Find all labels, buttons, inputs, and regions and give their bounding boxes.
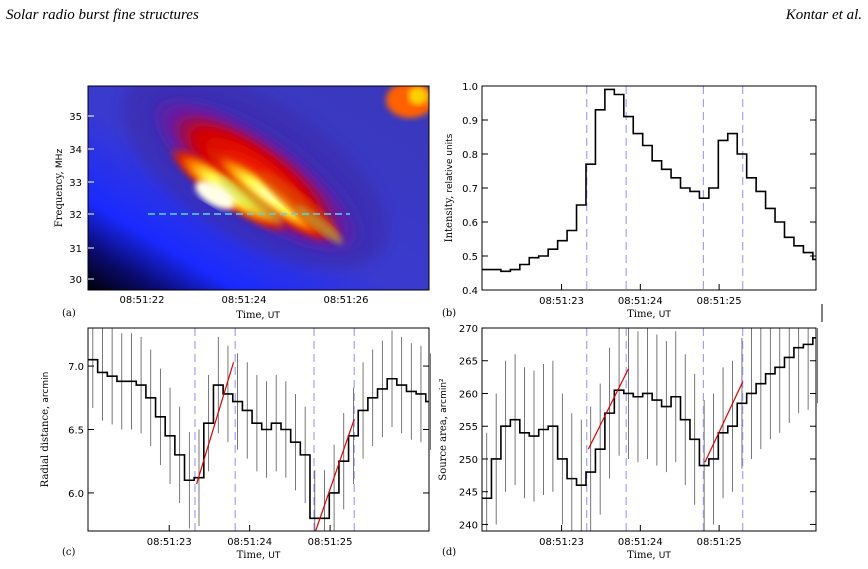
panel-b-ytick-label: 1.0 (462, 82, 478, 93)
panel-a-xtick-3: 08:51:26 (324, 295, 369, 306)
panel-b-intensity: 0.4 0.5 0.6 0.7 0.8 0.9 1.0 08:51:23 08:51:24 08:… (442, 82, 817, 320)
panel-a-xlabel: Time, UT (236, 310, 280, 321)
panel-b-ytick-label: 0.7 (462, 184, 478, 195)
panel-a-ytick-35: 35 (69, 112, 82, 123)
panel-d-ylabel: Source area, arcmin² (438, 378, 449, 481)
panel-c-linear-fit (315, 419, 355, 532)
panel-b-ytick-label: 0.4 (462, 286, 478, 297)
panel-d-ytick-label: 245 (459, 488, 478, 499)
panel-a-spectrogram: 30 31 32 33 34 35 08:51:22 08:51:24 08:5… (54, 85, 430, 321)
panel-b-ytick-label: 0.5 (462, 252, 478, 263)
panel-b-label: (b) (442, 308, 456, 319)
panel-a-xtick-2: 08:51:24 (222, 295, 267, 306)
panel-b-xtick-label: 08:51:24 (618, 296, 663, 307)
panel-a-ylabel: Frequency, MHz (54, 149, 65, 228)
panel-d-data-histogram (482, 337, 816, 500)
panel-b-frame (481, 85, 817, 291)
panel-d-ytick-label: 240 (459, 520, 478, 531)
panel-b-xtick-label: 08:51:23 (539, 296, 584, 307)
panel-d-label: (d) (442, 547, 456, 558)
panel-d-xtick-label: 08:51:24 (618, 537, 663, 548)
panel-b-data-histogram (482, 88, 816, 273)
panel-b-xlabel: Time, UT (627, 309, 671, 320)
panel-c-ylabel: Radial distance, arcmin (40, 372, 51, 488)
panel-b-ytick-label: 0.8 (462, 150, 478, 161)
panel-c-xlabel: Time, UT (237, 550, 281, 561)
panel-a-ytick-33: 33 (69, 178, 82, 189)
panel-c-xtick-label: 08:51:24 (227, 537, 272, 548)
panel-b-ylabel: Intensity, relative units (444, 133, 455, 242)
panel-c-ytick-label: 6.0 (68, 489, 84, 500)
spectrogram-image (88, 86, 429, 290)
panel-c-ytick-label: 6.5 (68, 426, 84, 437)
panel-a-xtick-1: 08:51:22 (120, 295, 165, 306)
panel-c-radial-distance: 6.0 6.5 7.0 08:51:23 08:51:24 08:51:25 Time, U… (40, 327, 432, 561)
running-header-authors: Kontar et al. (785, 7, 862, 23)
panel-a-ytick-32: 32 (69, 210, 82, 221)
panel-b-ytick-label: 0.6 (462, 218, 478, 229)
panel-a-frame (87, 85, 430, 291)
panel-d-ytick-label: 255 (459, 422, 478, 433)
panel-b-xtick-label: 08:51:25 (697, 296, 742, 307)
running-header-title: Solar radio burst fine structures (6, 7, 199, 23)
panel-a-ytick-34: 34 (69, 145, 82, 156)
panel-d-source-area: 240 245 250 255 260 265 270 08:51:23 08:51:24 08:… (438, 324, 818, 561)
panel-d-xtick-label: 08:51:25 (697, 537, 742, 548)
panel-d-ytick-label: 250 (459, 455, 478, 466)
panel-a-ytick-31: 31 (69, 244, 82, 255)
panel-c-data-histogram (88, 358, 429, 520)
panel-d-xtick-label: 08:51:23 (539, 537, 584, 548)
panel-d-xlabel: Time, UT (627, 550, 671, 561)
panel-c-label: (c) (62, 547, 76, 558)
panel-c-xtick-label: 08:51:23 (147, 537, 192, 548)
panel-a-ytick-30: 30 (69, 275, 82, 286)
panel-c-frame (87, 327, 430, 532)
panel-d-frame (481, 327, 817, 532)
panel-d-linear-fit (587, 368, 630, 450)
panel-a-label: (a) (62, 308, 76, 319)
panel-b-ytick-label: 0.9 (462, 116, 478, 127)
panel-d-ytick-label: 260 (459, 389, 478, 400)
panel-d-linear-fit (704, 381, 744, 463)
panel-d-ytick-label: 270 (459, 324, 478, 335)
panel-c-linear-fit (195, 362, 235, 485)
panel-c-ytick-label: 7.0 (68, 362, 84, 373)
panel-a-y-ticks (88, 115, 94, 280)
panel-c-xtick-label: 08:51:25 (308, 537, 353, 548)
panel-d-ytick-label: 265 (459, 357, 478, 368)
